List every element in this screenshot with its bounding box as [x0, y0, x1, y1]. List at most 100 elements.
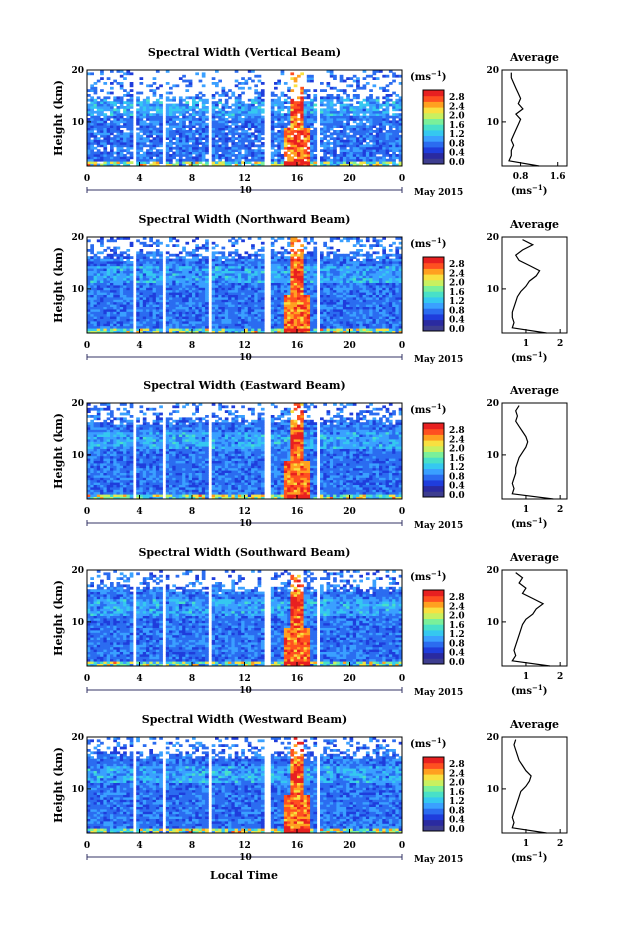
heatmap-cell: [106, 318, 111, 322]
heatmap-cell: [326, 146, 331, 150]
heatmap-cell: [329, 328, 334, 331]
heatmap-cell: [188, 122, 193, 126]
heatmap-cell: [224, 142, 229, 145]
heatmap-cell: [277, 142, 281, 145]
heatmap-cell: [165, 110, 170, 114]
heatmap-cell: [87, 94, 91, 97]
heatmap-cell: [313, 311, 318, 315]
heatmap-cell: [283, 265, 288, 269]
heatmap-cell: [251, 316, 255, 319]
heatmap-cell: [169, 318, 173, 322]
heatmap-cell: [185, 321, 190, 324]
heatmap-cell: [93, 137, 98, 140]
heatmap-cell: [329, 103, 334, 107]
heatmap-cell: [300, 256, 304, 259]
heatmap-cell: [185, 270, 190, 274]
heatmap-cell: [218, 163, 222, 167]
heatmap-cell: [155, 142, 160, 145]
heatmap-cell: [392, 132, 396, 136]
heatmap-cell: [287, 130, 291, 133]
heatmap-cell: [365, 125, 370, 128]
heatmap-cell: [142, 282, 147, 286]
heatmap-cell: [113, 325, 117, 329]
heatmap-cell: [218, 98, 222, 102]
heatmap-cell: [356, 139, 360, 143]
heatmap-cell: [326, 299, 331, 303]
heatmap-cell: [93, 106, 98, 109]
heatmap-cell: [93, 98, 98, 102]
heatmap-cell: [320, 132, 324, 136]
heatmap-cell: [165, 156, 170, 160]
heatmap-cell: [375, 149, 380, 152]
heatmap-cell: [339, 154, 344, 157]
heatmap-cell: [342, 106, 347, 109]
heatmap-cell: [93, 313, 98, 317]
heatmap-cell: [165, 277, 170, 281]
heatmap-cell: [126, 125, 131, 128]
heatmap-cell: [169, 268, 173, 271]
heatmap-cell: [254, 311, 258, 315]
heatmap-cell: [211, 120, 216, 124]
heatmap-cell: [313, 325, 318, 329]
heatmap-cell: [136, 316, 140, 319]
heatmap-cell: [201, 151, 206, 155]
heatmap-cell: [297, 263, 301, 267]
heatmap-cell: [300, 146, 304, 150]
heatmap-cell: [201, 280, 206, 283]
heatmap-cell: [323, 134, 327, 138]
heatmap-cell: [247, 280, 252, 283]
heatmap-cell: [139, 280, 144, 283]
heatmap-cell: [93, 309, 98, 312]
heatmap-cell: [333, 163, 337, 167]
heatmap-cell: [146, 161, 150, 164]
heatmap-cell: [306, 146, 311, 150]
heatmap-cell: [165, 282, 170, 286]
heatmap-cell: [93, 325, 98, 329]
heatmap-cell: [274, 161, 278, 164]
heatmap-cell: [323, 110, 327, 114]
heatmap-cell: [333, 261, 337, 264]
heatmap-cell: [96, 323, 101, 327]
heatmap-cell: [169, 134, 173, 138]
heatmap-cell: [346, 120, 350, 124]
heatmap-cell: [237, 292, 242, 295]
heatmap-cell: [290, 120, 295, 124]
heatmap-cell: [126, 318, 131, 322]
heatmap-cell: [159, 316, 163, 319]
heatmap-cell: [257, 268, 262, 271]
heatmap-cell: [155, 294, 160, 298]
heatmap-cell: [175, 309, 180, 312]
heatmap-cell: [293, 106, 298, 109]
heatmap-cell: [287, 122, 291, 126]
heatmap-cell: [277, 134, 281, 138]
heatmap-cell: [257, 313, 262, 317]
heatmap-cell: [300, 113, 304, 116]
heatmap-cell: [303, 115, 308, 119]
heatmap-cell: [398, 125, 403, 128]
heatmap-cell: [218, 313, 222, 317]
heatmap-cell: [254, 110, 258, 114]
heatmap-cell: [303, 258, 308, 262]
heatmap-cell: [218, 301, 222, 305]
heatmap-cell: [215, 323, 219, 327]
heatmap-cell: [185, 142, 190, 145]
heatmap-cell: [382, 144, 386, 148]
heatmap-cell: [100, 237, 104, 240]
heatmap-cell: [126, 120, 131, 124]
heatmap-cell: [100, 108, 104, 112]
heatmap-cell: [270, 311, 275, 315]
heatmap-cell: [192, 285, 196, 288]
heatmap-cell: [356, 146, 360, 150]
x-tick-label: 0: [84, 174, 90, 184]
heatmap-cell: [221, 289, 226, 293]
heatmap-cell: [329, 313, 334, 317]
heatmap-cell: [385, 163, 390, 167]
heatmap-cell: [300, 289, 304, 293]
heatmap-cell: [287, 328, 291, 331]
heatmap-cell: [90, 120, 94, 124]
heatmap-cell: [152, 294, 157, 298]
heatmap-cell: [274, 328, 278, 331]
heatmap-cell: [290, 330, 295, 334]
heatmap-cell: [346, 134, 350, 138]
heatmap-cell: [323, 146, 327, 150]
